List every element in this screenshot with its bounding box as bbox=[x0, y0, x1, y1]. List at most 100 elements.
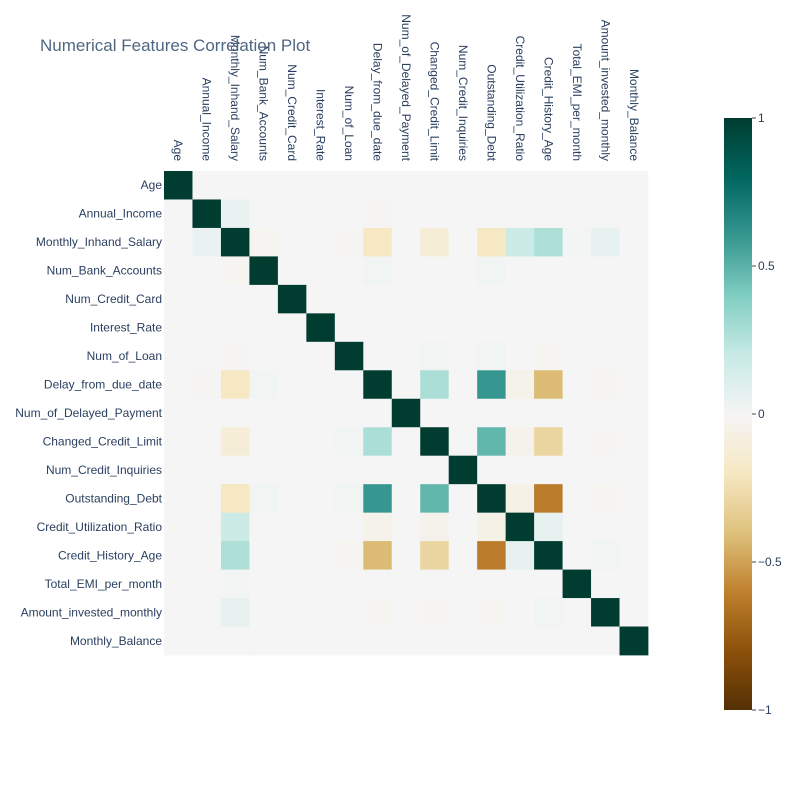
heatmap-cell bbox=[363, 455, 393, 485]
heatmap-cell bbox=[591, 512, 620, 542]
heatmap-cell bbox=[534, 598, 563, 627]
heatmap-cell bbox=[220, 284, 250, 314]
colorbar: 1 0.5 0 −0.5 −1 bbox=[724, 111, 782, 717]
x-tick-label: Monthly_Inhand_Salary bbox=[228, 35, 242, 161]
x-axis-labels: Age Annual_Income Monthly_Inhand_Salary Num… bbox=[171, 14, 641, 161]
heatmap-cell bbox=[448, 484, 478, 514]
heatmap-cell bbox=[363, 484, 393, 514]
heatmap-cell bbox=[249, 512, 279, 542]
heatmap-cell bbox=[591, 398, 620, 428]
heatmap-cell bbox=[277, 455, 307, 485]
heatmap-cell bbox=[477, 199, 507, 229]
heatmap-cell bbox=[420, 541, 450, 570]
heatmap-cell bbox=[363, 569, 393, 599]
heatmap-cell bbox=[277, 341, 307, 371]
heatmap-cell bbox=[277, 427, 307, 457]
heatmap-cell bbox=[619, 313, 649, 343]
heatmap-cell bbox=[477, 341, 507, 371]
heatmap-cell bbox=[220, 398, 250, 428]
heatmap-cell bbox=[420, 227, 450, 257]
heatmap-cell bbox=[277, 512, 307, 542]
heatmap-cell bbox=[363, 171, 393, 200]
heatmap-cell bbox=[534, 512, 563, 542]
heatmap-cell bbox=[591, 341, 620, 371]
heatmap-cell bbox=[448, 370, 478, 400]
heatmap-cell bbox=[220, 427, 250, 457]
heatmap-cell bbox=[448, 598, 478, 627]
heatmap-cell bbox=[391, 484, 421, 514]
heatmap-cell bbox=[591, 598, 620, 627]
heatmap-cell bbox=[363, 512, 393, 542]
heatmap-cell bbox=[619, 455, 649, 485]
heatmap-cell bbox=[591, 455, 620, 485]
heatmap-cell bbox=[220, 227, 250, 257]
heatmap-cell bbox=[534, 256, 563, 286]
heatmap-cell bbox=[249, 227, 279, 257]
heatmap-cell bbox=[619, 341, 649, 371]
heatmap-cell bbox=[249, 398, 279, 428]
heatmap-cell bbox=[363, 598, 393, 627]
heatmap-cell bbox=[334, 569, 364, 599]
heatmap-cell bbox=[363, 370, 393, 400]
heatmap-cell bbox=[277, 227, 307, 257]
colorbar-tick-label: −1 bbox=[758, 703, 772, 717]
heatmap-cell bbox=[505, 598, 535, 627]
heatmap-cell bbox=[164, 484, 193, 514]
heatmap-cell bbox=[448, 398, 478, 428]
heatmap-cell bbox=[192, 541, 222, 570]
heatmap-cell bbox=[192, 313, 222, 343]
heatmap-cell bbox=[477, 484, 507, 514]
heatmap-cell bbox=[249, 569, 279, 599]
heatmap-cell bbox=[591, 199, 620, 229]
heatmap-cell bbox=[277, 256, 307, 286]
heatmap-cell bbox=[448, 455, 478, 485]
heatmap-cell bbox=[505, 313, 535, 343]
heatmap-cell bbox=[192, 341, 222, 371]
heatmap-cell bbox=[505, 256, 535, 286]
heatmap-cell bbox=[477, 512, 507, 542]
x-tick-label: Num_Credit_Card bbox=[285, 64, 299, 161]
heatmap-cell bbox=[164, 512, 193, 542]
heatmap-cell bbox=[505, 455, 535, 485]
heatmap-cell bbox=[249, 598, 279, 627]
heatmap-cell bbox=[420, 427, 450, 457]
y-tick-label: Age bbox=[141, 178, 163, 192]
heatmap-cell bbox=[534, 341, 563, 371]
heatmap-cell bbox=[277, 541, 307, 570]
x-tick-label: Num_of_Delayed_Payment bbox=[399, 14, 413, 161]
heatmap-cell bbox=[420, 455, 450, 485]
heatmap-cell bbox=[277, 199, 307, 229]
y-tick-label: Monthly_Inhand_Salary bbox=[36, 235, 162, 249]
heatmap-cell bbox=[334, 284, 364, 314]
heatmap-cell bbox=[334, 512, 364, 542]
heatmap-cell bbox=[249, 313, 279, 343]
heatmap-cell bbox=[591, 427, 620, 457]
heatmap-cell bbox=[448, 284, 478, 314]
heatmap-cell bbox=[192, 256, 222, 286]
heatmap-cell bbox=[249, 427, 279, 457]
heatmap-cell bbox=[334, 455, 364, 485]
heatmap-cell bbox=[477, 427, 507, 457]
heatmap-cell bbox=[477, 569, 507, 599]
heatmap-cell bbox=[562, 569, 592, 599]
x-tick-label: Credit_History_Age bbox=[541, 57, 555, 161]
heatmap-cell bbox=[220, 171, 250, 200]
heatmap-cell bbox=[562, 427, 592, 457]
heatmap-cell bbox=[164, 398, 193, 428]
heatmap-cell bbox=[591, 569, 620, 599]
heatmap-cell bbox=[192, 569, 222, 599]
heatmap-cell bbox=[220, 199, 250, 229]
heatmap-cell bbox=[591, 227, 620, 257]
heatmap-cell bbox=[363, 541, 393, 570]
heatmap-cell bbox=[562, 341, 592, 371]
heatmap-cell bbox=[505, 512, 535, 542]
heatmap-cell bbox=[477, 370, 507, 400]
heatmap-cell bbox=[562, 398, 592, 428]
heatmap-cell bbox=[164, 313, 193, 343]
heatmap-cell bbox=[220, 541, 250, 570]
heatmap-cell bbox=[619, 398, 649, 428]
heatmap-cell bbox=[192, 427, 222, 457]
y-tick-label: Annual_Income bbox=[79, 207, 163, 221]
x-tick-label: Amount_invested_monthly bbox=[598, 20, 612, 161]
y-tick-label: Credit_History_Age bbox=[58, 548, 162, 562]
